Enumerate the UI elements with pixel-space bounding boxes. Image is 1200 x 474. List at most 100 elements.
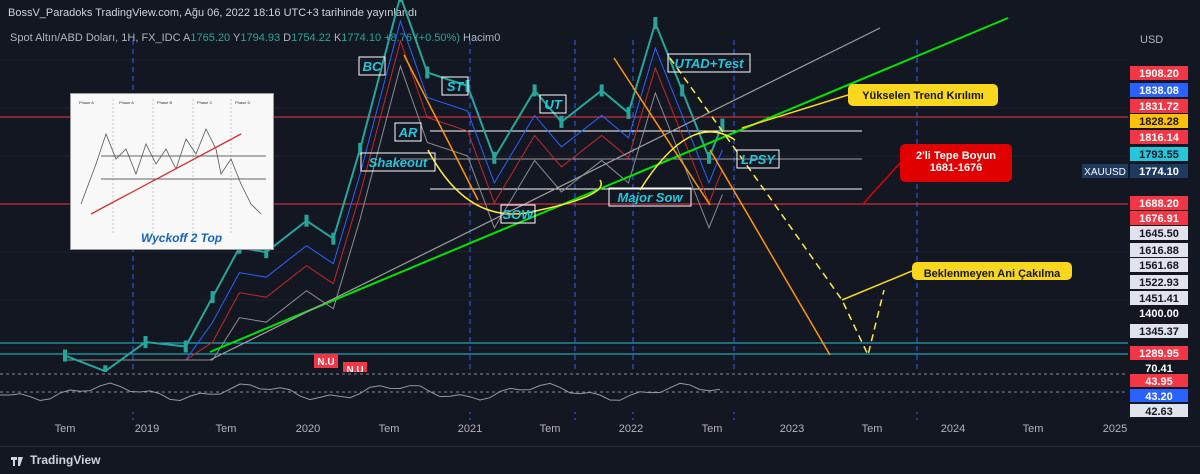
price-candle (707, 151, 711, 164)
callout-box (848, 84, 998, 106)
price-candle (425, 66, 430, 79)
indicator-level-tag (1130, 361, 1188, 374)
yellow-curve (639, 131, 736, 191)
gray-trend-line (209, 27, 881, 361)
x-tick-label: 2025 (1103, 423, 1127, 435)
price-level-tag (1130, 291, 1188, 305)
x-tick-label: 2022 (619, 423, 643, 435)
wyckoff-label-box (441, 76, 469, 96)
x-tick-label: Tem (862, 423, 883, 435)
callout-text: 2'li Tepe Boyun (916, 150, 996, 162)
price-level-label: 1561.68 (1139, 260, 1179, 272)
price-level-tag (1130, 324, 1188, 338)
wyckoff-label: BC (363, 59, 382, 74)
wyckoff-label: UT (544, 97, 562, 112)
wyckoff-label-box (736, 149, 780, 169)
brand-label[interactable]: TradingView (30, 453, 101, 467)
price-level-tag (1130, 83, 1188, 97)
price-level-tag (1130, 66, 1188, 80)
price-level-label: 1828.28 (1139, 116, 1179, 128)
orange-arrow-line (613, 57, 711, 206)
price-level-tag (1130, 196, 1188, 210)
nu-label: N.U (346, 365, 363, 376)
price-candle (465, 79, 470, 92)
price-level-tag (1130, 275, 1188, 289)
price-candle (103, 365, 108, 378)
x-tick-label: Tem (55, 423, 76, 435)
wyckoff-label-box (394, 122, 422, 142)
price-level-label: 1688.20 (1139, 198, 1179, 210)
price-level-tag (1130, 99, 1188, 113)
x-tick-label: 2023 (780, 423, 804, 435)
footer: TradingView (0, 446, 1200, 474)
price-candle (626, 106, 631, 119)
publish-title: BossV_Paradoks TradingView.com, Ağu 06, … (8, 7, 418, 19)
wyckoff-label: Shakeout (369, 155, 428, 170)
callout-pointer (841, 270, 913, 301)
wyckoff-label-box (539, 94, 567, 114)
price-candle (183, 340, 188, 353)
svg-text:Phase D: Phase D (235, 100, 250, 105)
indicator-level-tag (1130, 389, 1188, 402)
nu-tag (343, 362, 367, 376)
xauusd-tag (1082, 164, 1128, 178)
price-level-label: 1831.72 (1139, 101, 1179, 113)
svg-text:Phase B: Phase B (157, 100, 172, 105)
x-tick-label: 2024 (941, 423, 965, 435)
price-candle (304, 214, 309, 227)
wyckoff-label-box (360, 152, 436, 172)
price-level-label: 1676.91 (1139, 213, 1179, 225)
symbol-name[interactable]: Spot Altın/ABD Doları, 1H, FX_IDC (10, 32, 181, 44)
wyckoff-label: LPSY (741, 152, 776, 167)
price-candle (492, 151, 497, 164)
callout-box (900, 144, 1012, 182)
price-candle (358, 142, 363, 155)
currency-label: USD (1140, 34, 1164, 46)
wyckoff-inset: Phase A Phase B Phase C Phase D Phase A Wyck… (70, 93, 274, 250)
xauusd-tag-label: XAUUSD (1084, 167, 1126, 178)
indicator-level-label: 43.20 (1145, 391, 1173, 403)
low-label: D (283, 32, 292, 44)
open-value: 1765.20 (190, 32, 231, 44)
indicator-level-label: 42.63 (1145, 406, 1173, 418)
price-level-tag (1130, 114, 1188, 128)
wyckoff-label: ST (447, 79, 465, 94)
high-value: 1794.93 (240, 32, 281, 44)
price-level-tag (1130, 147, 1188, 161)
price-level-label: 1451.41 (1139, 293, 1179, 305)
change-value: +8.76 (+0.50%) (384, 32, 460, 44)
orange-arrow-line (403, 54, 479, 201)
callout-text: Yükselen Trend Kırılımı (862, 90, 984, 102)
price-level-tag (1130, 226, 1188, 240)
indicator-level-label: 70.41 (1145, 363, 1173, 375)
wyckoff-label-box (608, 187, 692, 207)
price-candle (720, 118, 725, 131)
price-level-label: 1522.93 (1139, 277, 1179, 289)
indicator-level-tag (1130, 404, 1188, 417)
wyckoff-label: UTAD+Test (675, 56, 745, 71)
price-level-label: 1616.88 (1139, 245, 1179, 257)
wyckoff-label: SOW (502, 207, 535, 222)
price-level-tag (1130, 130, 1188, 144)
orange-arrow-line (709, 149, 831, 356)
svg-text:Phase C: Phase C (197, 100, 212, 105)
indicator-panel (0, 372, 1128, 412)
price-level-label: 1400.00 (1139, 308, 1179, 320)
price-level-tag (1130, 346, 1188, 360)
indicator-level-tag (1130, 374, 1188, 387)
price-candle (143, 336, 148, 349)
callout-box (912, 262, 1072, 280)
price-level-label: 1793.55 (1139, 149, 1179, 161)
price-level-label: 1816.14 (1139, 132, 1180, 144)
nu-label: N.U (317, 357, 334, 368)
callout-pointer (741, 94, 849, 129)
svg-text:Phase A: Phase A (79, 100, 94, 105)
indicator-level-label: 43.95 (1145, 376, 1173, 388)
x-tick-label: Tem (1023, 423, 1044, 435)
price-level-label: 1345.37 (1139, 326, 1179, 338)
wyckoff-label-box (500, 204, 536, 224)
price-candle (599, 84, 604, 97)
x-tick-label: Tem (216, 423, 237, 435)
price-level-tag (1130, 211, 1188, 225)
price-level-tag (1130, 306, 1188, 320)
